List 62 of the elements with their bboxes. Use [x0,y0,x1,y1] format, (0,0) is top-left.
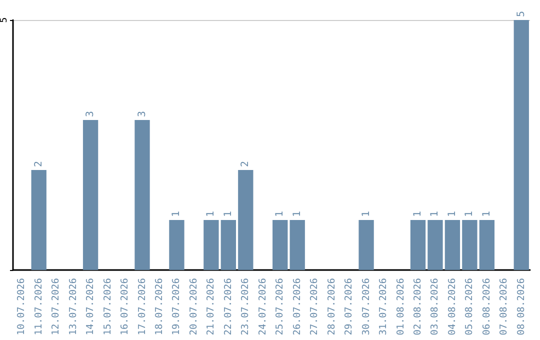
bar [134,120,150,270]
data-label: 1 [464,210,476,217]
x-tick-label: 25.07.2026 [274,278,286,336]
data-label: 1 [481,210,492,217]
bar [169,220,184,270]
x-tick-label: 10.07.2026 [16,278,28,336]
data-label: 5 [516,10,527,17]
data-label: 2 [33,160,44,167]
bar [82,120,98,270]
data-label: 1 [274,210,286,217]
x-tick-label: 15.07.2026 [102,278,114,336]
x-tick-label: 11.07.2026 [33,278,44,336]
x-tick-label: 14.07.2026 [85,278,96,336]
x-tick-label: 28.07.2026 [326,278,338,336]
data-label: 1 [171,210,182,217]
x-tick-label: 21.07.2026 [206,278,217,336]
x-tick-label: 19.07.2026 [171,278,182,336]
x-tick-label: 29.07.2026 [344,278,355,336]
data-label: 1 [222,210,234,217]
x-tick-label: 27.07.2026 [309,278,320,336]
bar [204,220,219,270]
x-tick-label: 31.07.2026 [378,278,390,336]
x-tick-label: 24.07.2026 [257,278,268,336]
x-tick-label: 07.08.2026 [498,278,510,336]
x-tick-label: 08.08.2026 [516,278,527,336]
x-tick-label: 26.07.2026 [292,278,303,336]
x-tick-label: 06.08.2026 [481,278,492,336]
bar [358,220,374,270]
x-tick-label: 03.08.2026 [430,278,441,336]
bar [272,220,288,270]
x-tick-label: 13.07.2026 [68,278,79,336]
bar [444,220,460,270]
x-tick-label: 12.07.2026 [50,278,62,336]
bar [428,220,443,270]
x-tick-label: 17.07.2026 [136,278,148,336]
data-label: 1 [412,210,424,217]
x-tick-label: 23.07.2026 [240,278,252,336]
data-label: 1 [360,210,372,217]
data-label: 1 [292,210,303,217]
bar [410,220,426,270]
data-label: 1 [446,210,458,217]
bar [290,220,305,270]
x-tick-label: 16.07.2026 [120,278,131,336]
bar [238,170,254,270]
x-tick-label: 30.07.2026 [360,278,372,336]
bar [479,220,494,270]
bar [514,20,529,270]
x-tick-label: 22.07.2026 [222,278,234,336]
x-tick-label: 01.08.2026 [395,278,406,336]
bar [220,220,236,270]
x-tick-label: 02.08.2026 [412,278,424,336]
x-tick-label: 18.07.2026 [154,278,165,336]
data-label: 1 [206,210,217,217]
bar [31,170,46,270]
bar [462,220,478,270]
data-label: 2 [240,160,252,167]
x-tick-label: 20.07.2026 [188,278,200,336]
data-label: 3 [85,110,96,117]
data-label: 3 [136,110,148,117]
x-tick-label: 05.08.2026 [464,278,476,336]
data-label: 1 [430,210,441,217]
x-tick-label: 04.08.2026 [446,278,458,336]
